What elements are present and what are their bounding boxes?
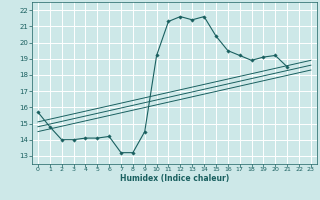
X-axis label: Humidex (Indice chaleur): Humidex (Indice chaleur) [120,174,229,183]
